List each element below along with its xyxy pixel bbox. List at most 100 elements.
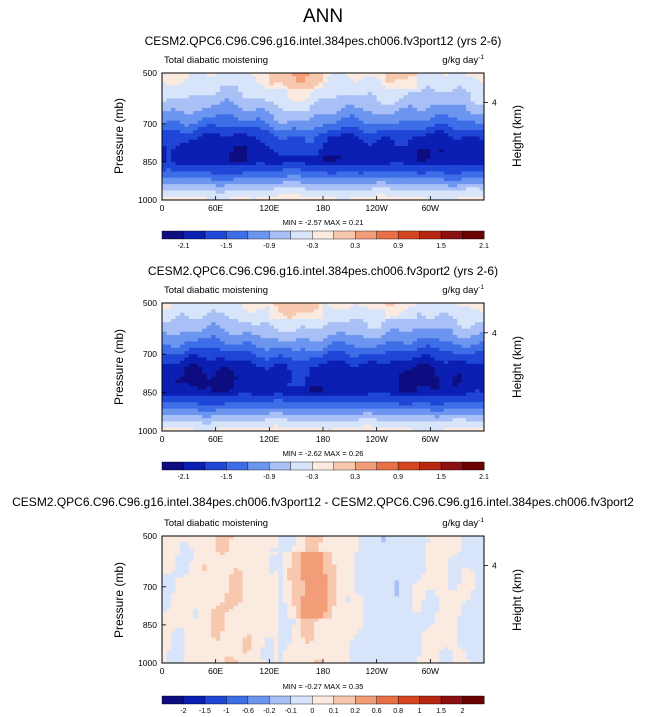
- field-cell: [412, 180, 418, 185]
- field-cell: [197, 165, 203, 169]
- field-cell: [238, 177, 244, 182]
- field-cell: [246, 158, 253, 163]
- panel-2-left-label: Total diabatic moistening: [164, 285, 268, 296]
- field-cell: [425, 120, 431, 125]
- field-cell: [300, 95, 306, 99]
- field-cell: [278, 123, 284, 128]
- field-cell: [170, 139, 177, 144]
- field-cell: [345, 373, 351, 378]
- field-cell: [349, 315, 355, 320]
- field-cell: [278, 165, 284, 169]
- field-cell: [215, 303, 221, 307]
- field-cell: [475, 357, 481, 362]
- field-cell: [439, 174, 445, 179]
- field-cell: [331, 126, 338, 131]
- field-cell: [425, 360, 431, 365]
- field-cell: [309, 187, 315, 192]
- field-cell: [390, 165, 396, 169]
- field-cell: [184, 331, 190, 336]
- field-cell: [251, 309, 257, 314]
- field-cell: [363, 158, 369, 163]
- field-cell: [475, 338, 481, 342]
- field-cell: [296, 331, 302, 336]
- field-cell: [264, 168, 270, 173]
- field-cell: [385, 370, 391, 374]
- field-cell: [264, 130, 270, 134]
- field-cell: [291, 383, 297, 387]
- field-cell: [475, 389, 481, 394]
- colorbar-swatch: [333, 230, 356, 240]
- field-cell: [479, 120, 484, 125]
- field-cell: [385, 379, 391, 384]
- field-cell: [390, 158, 396, 163]
- field-cell: [331, 168, 338, 173]
- field-cell: [170, 73, 177, 77]
- field-cell: [296, 155, 302, 160]
- field-cell: [188, 101, 194, 106]
- field-cell: [202, 139, 208, 144]
- field-cell: [479, 85, 484, 90]
- field-cell: [246, 146, 253, 150]
- field-cell: [363, 73, 369, 77]
- field-cell: [448, 357, 454, 362]
- field-cell: [251, 146, 257, 150]
- field-cell: [273, 341, 279, 346]
- field-cell: [175, 130, 181, 134]
- field-cell: [416, 73, 422, 77]
- field-cell: [255, 107, 261, 112]
- field-cell: [372, 177, 378, 182]
- field-cell: [197, 389, 203, 394]
- field-cell: [184, 196, 190, 200]
- field-cell: [215, 351, 221, 355]
- field-cell: [430, 328, 436, 333]
- field-cell: [193, 95, 199, 99]
- field-cell: [242, 319, 248, 323]
- field-cell: [479, 142, 484, 147]
- field-cell: [403, 104, 409, 109]
- field-cell: [336, 190, 342, 195]
- field-cell: [273, 389, 279, 394]
- field-cell: [238, 85, 244, 90]
- colorbar-swatch: [247, 230, 270, 240]
- field-cell: [188, 85, 194, 90]
- field-cell: [193, 389, 199, 394]
- field-cell: [296, 92, 302, 96]
- field-cell: [358, 98, 364, 103]
- field-cell: [188, 152, 194, 157]
- field-cell: [461, 309, 467, 314]
- field-cell: [421, 177, 427, 182]
- field-cell: [175, 142, 181, 147]
- field-cell: [372, 146, 378, 150]
- field-cell: [184, 114, 190, 119]
- field-cell: [425, 363, 431, 368]
- field-cell: [179, 383, 185, 387]
- field-cell: [188, 171, 194, 176]
- field-cell: [452, 101, 458, 106]
- field-cell: [425, 370, 431, 374]
- field-cell: [296, 82, 302, 87]
- field-cell: [354, 174, 360, 179]
- field-cell: [242, 104, 248, 109]
- field-cell: [251, 82, 257, 87]
- field-cell: [193, 347, 199, 352]
- field-cell: [282, 341, 288, 346]
- field-cell: [358, 379, 364, 384]
- field-cell: [305, 85, 311, 90]
- field-cell: [390, 196, 396, 200]
- field-cell: [466, 187, 472, 192]
- field-cell: [179, 341, 185, 346]
- field-cell: [300, 117, 306, 122]
- field-cell: [300, 133, 306, 138]
- field-cell: [273, 85, 279, 90]
- field-cell: [421, 79, 427, 84]
- field-cell: [278, 376, 284, 381]
- field-cell: [282, 101, 288, 106]
- field-cell: [457, 180, 463, 185]
- field-cell: [349, 85, 355, 90]
- field-cell: [269, 344, 275, 349]
- field-cell: [331, 312, 338, 317]
- field-cell: [202, 322, 208, 326]
- field-cell: [345, 79, 351, 84]
- field-cell: [296, 196, 302, 200]
- field-cell: [246, 190, 253, 195]
